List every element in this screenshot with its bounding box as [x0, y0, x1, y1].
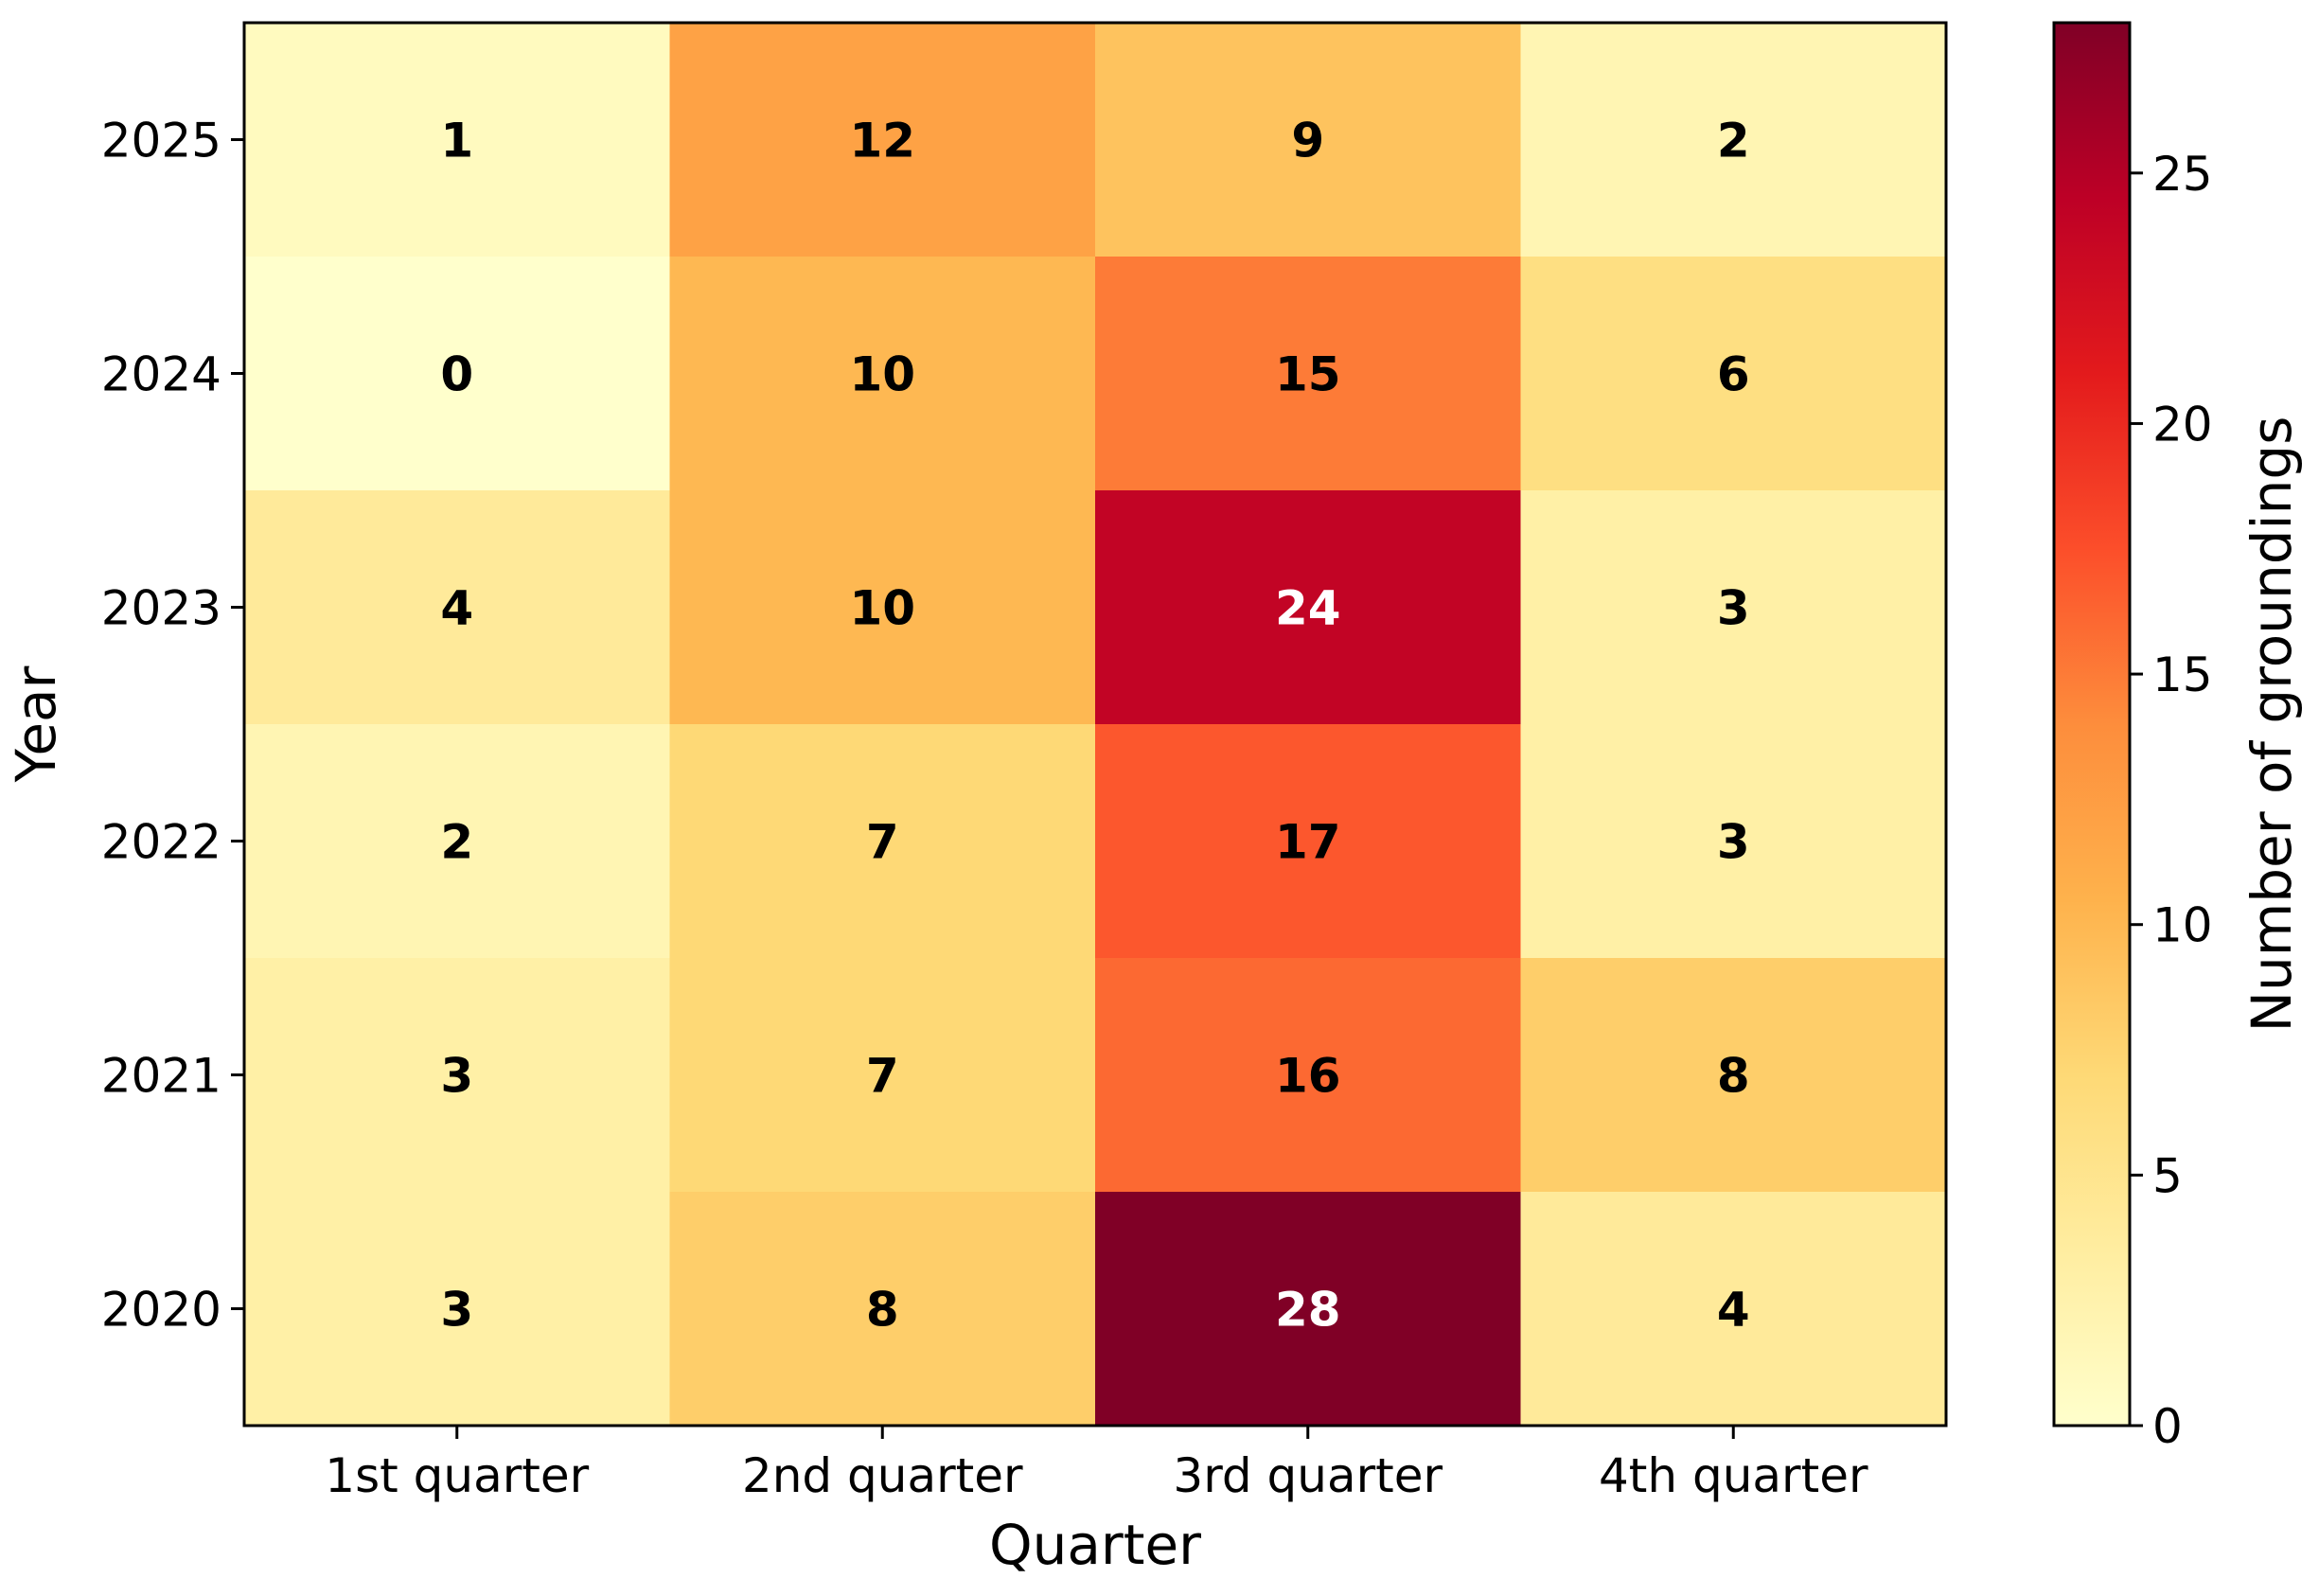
cell-value-label: 7 [866, 1049, 899, 1104]
cell-value-label: 10 [849, 347, 915, 402]
colorbar-tick-label: 0 [2152, 1399, 2183, 1454]
cell-value-label: 8 [866, 1283, 899, 1338]
cell-value-label: 1 [440, 114, 473, 168]
colorbar-tick-label: 5 [2152, 1148, 2183, 1203]
heatmap-cell [244, 958, 670, 1193]
x-tick-label: 3rd quarter [1173, 1448, 1443, 1503]
colorbar-tick-label: 20 [2152, 397, 2213, 452]
cell-value-label: 3 [440, 1283, 473, 1338]
cell-value-label: 9 [1291, 114, 1324, 168]
y-axis-label: Year [4, 665, 68, 783]
y-tick-label: 2025 [101, 114, 221, 168]
y-axis-ticks: 2025 2024 2023 2022 2021 2020 [101, 114, 244, 1338]
heatmap-cell [1520, 257, 1947, 491]
heatmap-cell [1520, 724, 1947, 959]
cell-value-label: 8 [1717, 1049, 1750, 1104]
heatmap-cell [669, 1192, 1096, 1427]
cell-value-label: 3 [1717, 581, 1750, 636]
heatmap-cell [1520, 23, 1947, 257]
heatmap-cell [669, 958, 1096, 1193]
heatmap-cell [669, 257, 1096, 491]
x-axis-ticks: 1st quarter 2nd quarter 3rd quarter 4th qua… [325, 1426, 1868, 1503]
cell-value-label: 2 [440, 815, 473, 870]
heatmap-cell [1520, 490, 1947, 725]
heatmap-cell [244, 1192, 670, 1427]
x-tick-label: 4th quarter [1599, 1448, 1868, 1503]
heatmap-cell [244, 23, 670, 257]
y-tick-label: 2023 [101, 581, 221, 636]
heatmap-cells [244, 23, 1947, 1427]
heatmap-cell [1095, 490, 1521, 725]
colorbar-tick-label: 10 [2152, 898, 2213, 953]
x-tick-label: 1st quarter [325, 1448, 589, 1503]
heatmap-cell [1095, 257, 1521, 491]
heatmap-cell [1095, 958, 1521, 1193]
colorbar-tick-label: 25 [2152, 147, 2213, 202]
cell-value-labels: 1 12 9 2 0 10 15 6 4 10 24 3 2 7 17 3 3 7 16 8 3 8 28 4 [440, 114, 1749, 1338]
heatmap-cell [244, 257, 670, 491]
heatmap-cell [669, 724, 1096, 959]
colorbar-tick-label: 15 [2152, 647, 2213, 702]
x-axis-label: Quarter [989, 1513, 1201, 1577]
y-tick-label: 2020 [101, 1283, 221, 1338]
y-tick-label: 2021 [101, 1049, 221, 1104]
colorbar [2052, 21, 2132, 1428]
heatmap-cell [1095, 724, 1521, 959]
heatmap-cell [669, 23, 1096, 257]
cell-value-label: 4 [440, 581, 473, 636]
y-tick-label: 2024 [101, 347, 221, 402]
heatmap-cell [1520, 958, 1947, 1193]
heatmap-cell [1095, 1192, 1521, 1427]
cell-value-label: 15 [1275, 347, 1341, 402]
cell-value-label: 3 [1717, 815, 1750, 870]
cell-value-label: 2 [1717, 114, 1750, 168]
cell-value-label: 0 [440, 347, 473, 402]
cell-value-label: 6 [1717, 347, 1750, 402]
heatmap-cell [1520, 1192, 1947, 1427]
x-tick-label: 2nd quarter [742, 1448, 1023, 1503]
cell-value-label: 12 [849, 114, 915, 168]
cell-value-label: 28 [1275, 1283, 1341, 1338]
cell-value-label: 17 [1275, 815, 1341, 870]
heatmap-cell [1095, 23, 1521, 257]
y-tick-label: 2022 [101, 815, 221, 870]
cell-value-label: 3 [440, 1049, 473, 1104]
cell-value-label: 4 [1717, 1283, 1750, 1338]
colorbar-ticks: 0 5 10 15 20 25 [2130, 147, 2213, 1454]
cell-value-label: 7 [866, 815, 899, 870]
cell-value-label: 24 [1275, 581, 1341, 636]
heatmap-cell [244, 490, 670, 725]
cell-value-label: 16 [1275, 1049, 1341, 1104]
cell-value-label: 10 [849, 581, 915, 636]
heatmap-cell [244, 724, 670, 959]
colorbar-label: Number of groundings [2239, 417, 2304, 1033]
plot-frame [242, 21, 1948, 1428]
heatmap-cell [669, 490, 1096, 725]
